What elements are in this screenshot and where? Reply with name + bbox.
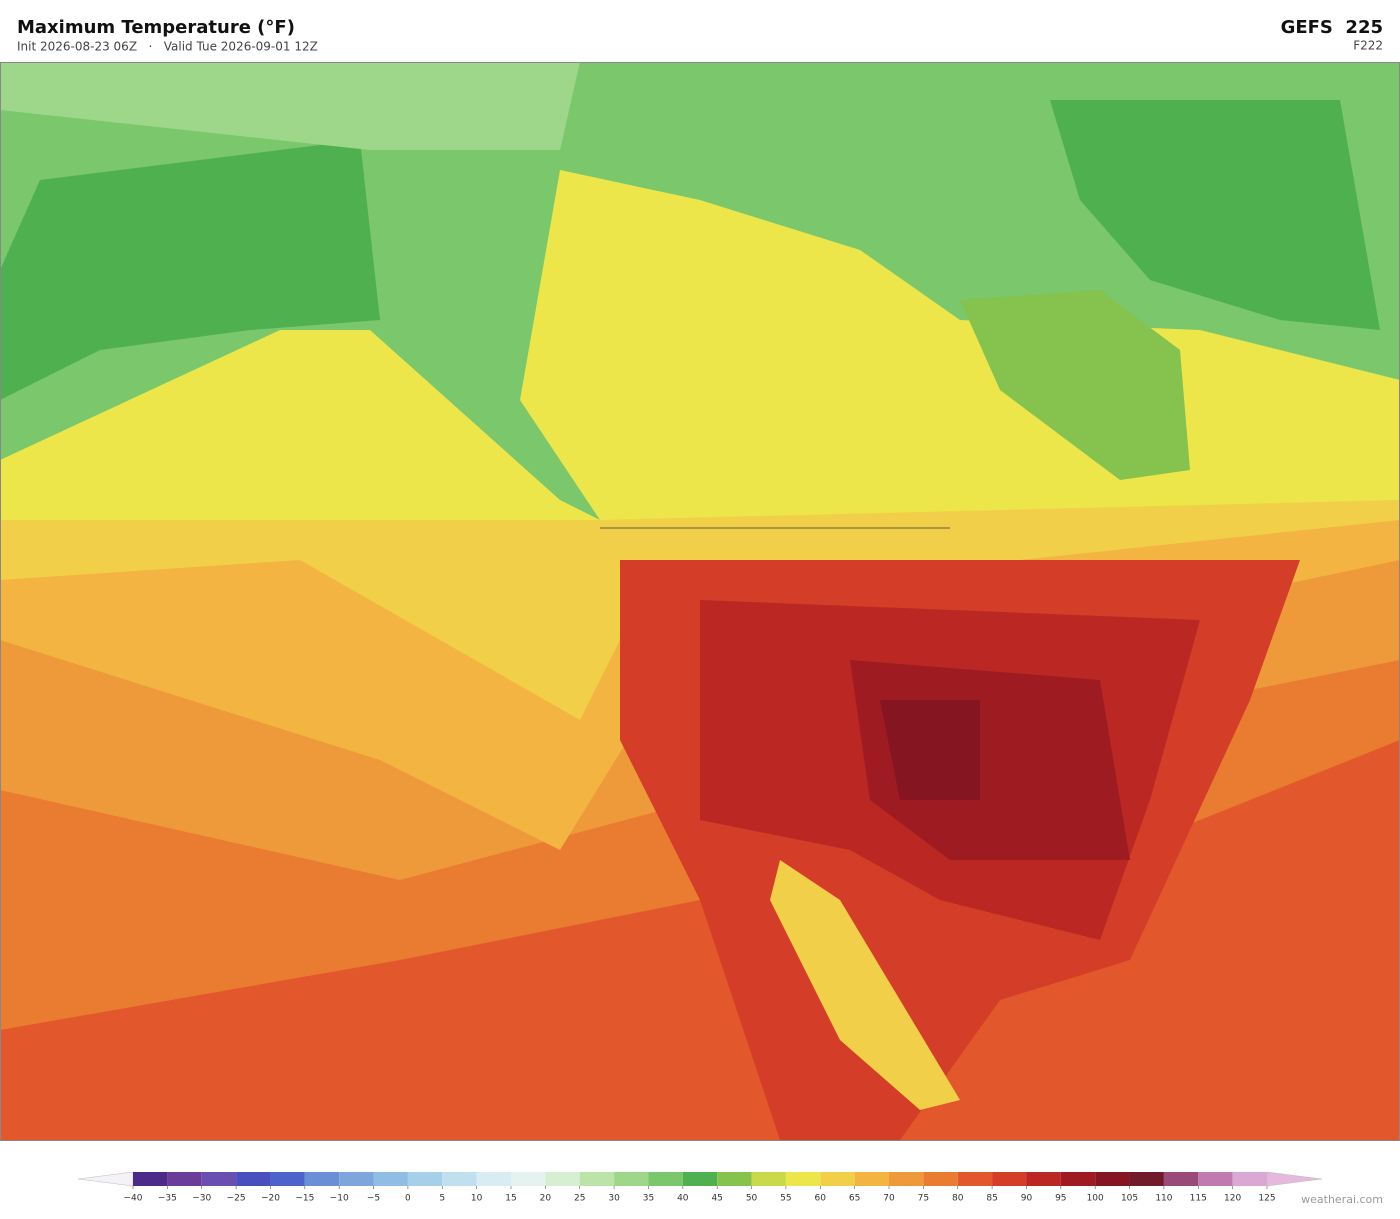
colorbar-bin xyxy=(751,1172,786,1186)
colorbar-bin xyxy=(648,1172,683,1186)
colorbar-bin xyxy=(511,1172,546,1186)
colorbar-bin xyxy=(992,1172,1027,1186)
tick-label: −30 xyxy=(192,1194,211,1204)
colorbar-bin xyxy=(1129,1172,1164,1186)
tick-label: 55 xyxy=(780,1194,791,1204)
map-region xyxy=(1050,100,1380,330)
tick-label: 100 xyxy=(1087,1194,1104,1204)
tick-label: 45 xyxy=(711,1194,722,1204)
tick-label: 15 xyxy=(505,1194,516,1204)
colorbar-bin xyxy=(923,1172,958,1186)
colorbar-bin xyxy=(889,1172,924,1186)
colorbar-bin xyxy=(1163,1172,1199,1186)
colorbar-bin xyxy=(717,1172,752,1186)
colorbar-bin xyxy=(442,1172,477,1186)
tick-label: 105 xyxy=(1121,1194,1138,1204)
tick-label: −40 xyxy=(124,1194,143,1204)
colorbar-bin xyxy=(236,1172,271,1186)
colorbar-bin xyxy=(167,1172,202,1186)
colorbar-bin xyxy=(1232,1172,1267,1186)
colorbar-bin xyxy=(579,1172,615,1186)
tick-label: 10 xyxy=(471,1194,483,1204)
colorbar-bin xyxy=(1026,1172,1061,1186)
tick-label: 5 xyxy=(439,1194,445,1204)
map-region xyxy=(770,860,960,1110)
tick-label: 80 xyxy=(952,1194,964,1204)
colorbar-bin xyxy=(1198,1172,1233,1186)
tick-label: 90 xyxy=(1021,1194,1033,1204)
colorbar-under xyxy=(77,1171,134,1187)
tick-label: −15 xyxy=(295,1194,314,1204)
model-label: GEFS 225 xyxy=(1281,17,1383,38)
tick-label: 75 xyxy=(918,1194,929,1204)
map-region xyxy=(0,140,380,400)
tick-label: −5 xyxy=(367,1194,380,1204)
tick-label: 115 xyxy=(1190,1194,1207,1204)
colorbar-bin xyxy=(270,1172,305,1186)
tick-label: −25 xyxy=(227,1194,246,1204)
tick-label: 110 xyxy=(1155,1194,1172,1204)
tick-label: 40 xyxy=(677,1194,689,1204)
tick-label: 70 xyxy=(883,1194,895,1204)
watermark: weatherai.com xyxy=(1301,1193,1383,1206)
tick-label: 30 xyxy=(608,1194,620,1204)
tick-label: 35 xyxy=(643,1194,654,1204)
colorbar-bin xyxy=(133,1172,168,1186)
colorbar-over xyxy=(1266,1171,1323,1187)
tick-label: 120 xyxy=(1224,1194,1241,1204)
tick-label: 60 xyxy=(815,1194,827,1204)
tick-label: 85 xyxy=(986,1194,997,1204)
tick-label: 25 xyxy=(574,1194,585,1204)
colorbar-bin xyxy=(1060,1172,1096,1186)
map-region xyxy=(880,700,980,800)
tick-label: 0 xyxy=(405,1194,411,1204)
colorbar-bin xyxy=(1095,1172,1130,1186)
map-region xyxy=(960,290,1190,480)
colorbar-bin xyxy=(614,1172,649,1186)
colorbar-bin xyxy=(785,1172,821,1186)
forecast-hour: F222 xyxy=(1353,39,1383,53)
title: Maximum Temperature (°F) xyxy=(17,17,295,38)
tick-label: 20 xyxy=(540,1194,552,1204)
subtitle: Init 2026-08-23 06Z · Valid Tue 2026-09-… xyxy=(17,40,318,54)
colorbar-bin xyxy=(682,1172,718,1186)
tick-label: 50 xyxy=(746,1194,758,1204)
colorbar-bin xyxy=(854,1172,889,1186)
map xyxy=(0,62,1400,1141)
colorbar-bin xyxy=(304,1172,340,1186)
colorbar-bin xyxy=(957,1172,993,1186)
tick-label: −10 xyxy=(330,1194,349,1204)
colorbar-bin xyxy=(339,1172,374,1186)
tick-label: −20 xyxy=(261,1194,280,1204)
colorbar-bin xyxy=(407,1172,443,1186)
colorbar-bin xyxy=(201,1172,237,1186)
colorbar-bin xyxy=(545,1172,580,1186)
tick-label: −35 xyxy=(158,1194,177,1204)
tick-label: 65 xyxy=(849,1194,860,1204)
map-region xyxy=(0,62,580,150)
tick-label: 125 xyxy=(1258,1194,1275,1204)
colorbar-bin xyxy=(476,1172,511,1186)
tick-label: 95 xyxy=(1055,1194,1066,1204)
colorbar-bin xyxy=(820,1172,855,1186)
colorbar-bin xyxy=(373,1172,408,1186)
